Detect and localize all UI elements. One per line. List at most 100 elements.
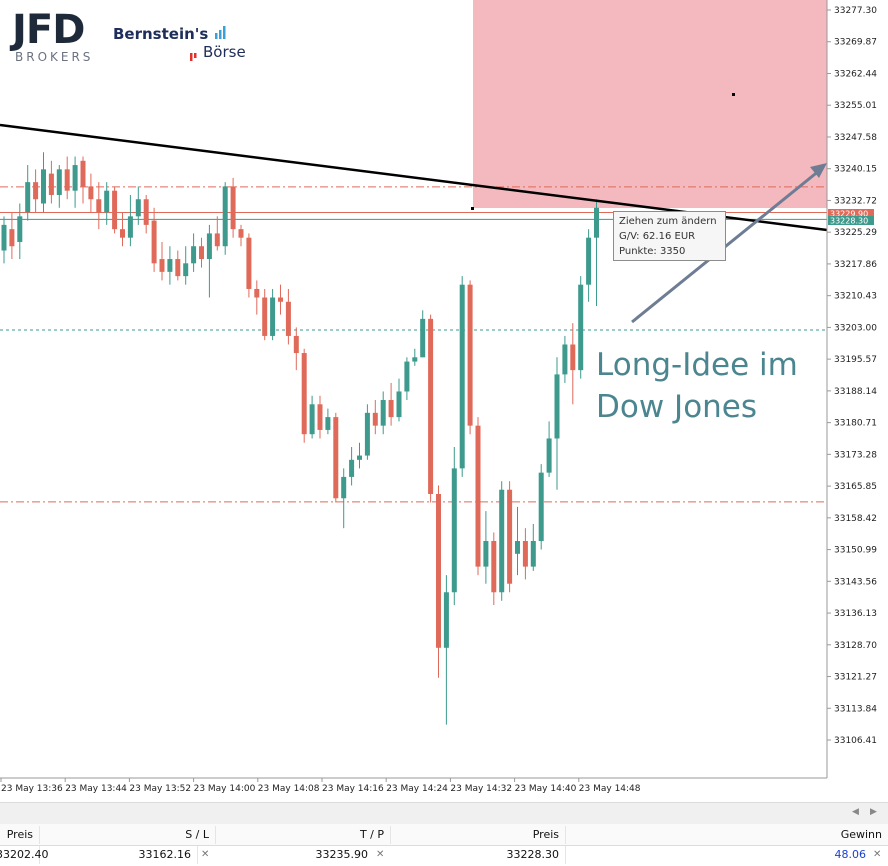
scroll-right-icon[interactable]: ▶	[870, 807, 877, 817]
header-preis-current[interactable]: Preis	[391, 826, 566, 844]
candle-body	[546, 438, 552, 473]
candle-body	[349, 459, 355, 477]
time-tick-label: 23 May 13:52	[129, 784, 191, 794]
price-tick-label: 33180.71	[834, 419, 877, 429]
horizontal-scrollbar[interactable]: ◀ ▶	[0, 802, 888, 825]
candle-body	[262, 297, 268, 336]
price-tick-label: 33225.29	[834, 228, 877, 238]
price-tick-label: 33217.86	[834, 260, 877, 270]
annotation-line-2: Dow Jones	[596, 389, 758, 425]
remove-sl-icon[interactable]: ✕	[201, 849, 210, 860]
tooltip-line-2: G/V: 62.16 EUR	[619, 231, 696, 242]
candle-body	[80, 160, 86, 187]
jfd-logo-text: JFD	[12, 7, 85, 53]
candle-body	[507, 489, 513, 584]
candle-body	[230, 186, 236, 230]
candle-body	[475, 425, 481, 567]
scroll-left-icon[interactable]: ◀	[852, 807, 859, 817]
tp-price-marker: 33229.90	[828, 209, 874, 219]
candle-body	[357, 455, 362, 460]
candle-body	[459, 284, 465, 469]
trade-tooltip: Ziehen zum ändern G/V: 62.16 EUR Punkte:…	[613, 211, 726, 261]
time-axis[interactable]: 23 May 13:36 23 May 13:44 23 May 13:52 23 M…	[0, 778, 641, 794]
header-sl[interactable]: S / L	[40, 826, 216, 844]
candle-body	[48, 173, 54, 195]
brokers-logo-text: BROKERS	[15, 50, 94, 64]
header-tp[interactable]: T / P	[216, 826, 391, 844]
header-gewinn[interactable]: Gewinn	[840, 828, 882, 841]
time-tick-label: 23 May 14:08	[258, 784, 320, 794]
price-chart[interactable]: 33277.30 33269.87 33262.44 33255.01 33247.58…	[0, 0, 888, 802]
cell-tp[interactable]: 33235.90	[315, 848, 369, 861]
table-header-row	[0, 824, 888, 846]
boerse-logo-text: Börse	[203, 43, 246, 61]
svg-text:33228.30: 33228.30	[830, 217, 868, 226]
candle-body	[96, 199, 102, 213]
cell-gewinn: 48.06	[834, 848, 867, 861]
trade-table: Preis S / L T / P Preis Gewinn 33202.40 …	[0, 824, 888, 866]
candle-body	[412, 357, 418, 362]
time-tick-label: 23 May 14:24	[386, 784, 448, 794]
tooltip-line-3: Punkte: 3350	[619, 246, 686, 257]
candle-body	[238, 229, 244, 238]
candle-body	[428, 318, 434, 495]
price-tick-label: 33173.28	[834, 450, 877, 460]
price-tick-label: 33150.99	[834, 546, 877, 556]
candle-body	[127, 216, 133, 238]
candle-body	[9, 229, 15, 247]
candle-body	[175, 259, 181, 277]
red-bars-icon	[189, 48, 201, 61]
candle-body	[293, 335, 299, 354]
candle-body	[483, 540, 489, 567]
price-tick-label: 33113.84	[834, 704, 877, 714]
time-tick-label: 23 May 14:48	[579, 784, 641, 794]
price-tick-label: 33165.85	[834, 482, 877, 492]
candle-body	[467, 284, 473, 426]
candle-body	[56, 169, 62, 195]
remove-tp-icon[interactable]: ✕	[376, 849, 385, 860]
price-tick-label: 33106.41	[834, 736, 877, 746]
time-tick-label: 23 May 14:32	[450, 784, 512, 794]
long-idea-annotation[interactable]: Long-Idee im Dow Jones	[596, 344, 798, 428]
price-tick-label: 33269.87	[834, 38, 877, 48]
long-idea-arrow[interactable]	[631, 163, 827, 324]
candle-body	[554, 374, 560, 439]
price-tick-label: 33210.43	[834, 292, 877, 302]
bernstein-logo-text: Bernstein's	[113, 25, 209, 43]
cell-sl[interactable]: 33162.16	[40, 846, 198, 864]
candle-body	[578, 284, 584, 371]
price-tick-label: 33247.58	[834, 133, 877, 143]
price-tick-label: 33255.01	[834, 101, 877, 111]
candle-body	[199, 246, 204, 260]
supply-zone-rectangle[interactable]	[473, 0, 827, 208]
candle-body	[404, 361, 410, 392]
zone-corner-handle[interactable]	[471, 207, 474, 210]
price-axis[interactable]: 33277.30 33269.87 33262.44 33255.01 33247.58…	[827, 6, 877, 746]
price-tick-label: 33277.30	[834, 6, 877, 16]
price-tick-label: 33136.13	[834, 609, 877, 619]
zone-center-handle[interactable]	[732, 93, 735, 96]
candle-body	[88, 186, 94, 200]
candle-body	[1, 224, 7, 251]
candle-body	[246, 237, 252, 289]
candle-body	[151, 220, 157, 264]
candle-body	[530, 540, 536, 567]
price-tick-label: 33188.14	[834, 387, 877, 397]
candle-body	[333, 417, 339, 499]
header-preis-open[interactable]: Preis	[0, 826, 40, 844]
close-position-icon[interactable]: ✕	[873, 849, 882, 860]
price-tick-label: 33203.00	[834, 323, 877, 333]
candle-body	[41, 169, 46, 204]
price-tick-label: 33195.57	[834, 355, 877, 365]
candle-body	[594, 207, 599, 238]
candle-body	[159, 259, 165, 272]
candle-body	[325, 417, 331, 430]
candle-body	[309, 404, 315, 435]
candle-body	[586, 237, 592, 285]
candle-body	[135, 199, 141, 217]
candle-body	[143, 199, 149, 225]
candle-body	[522, 540, 528, 567]
price-tick-label: 33262.44	[834, 69, 877, 79]
candle-body	[183, 263, 189, 277]
candle-body	[372, 412, 378, 426]
